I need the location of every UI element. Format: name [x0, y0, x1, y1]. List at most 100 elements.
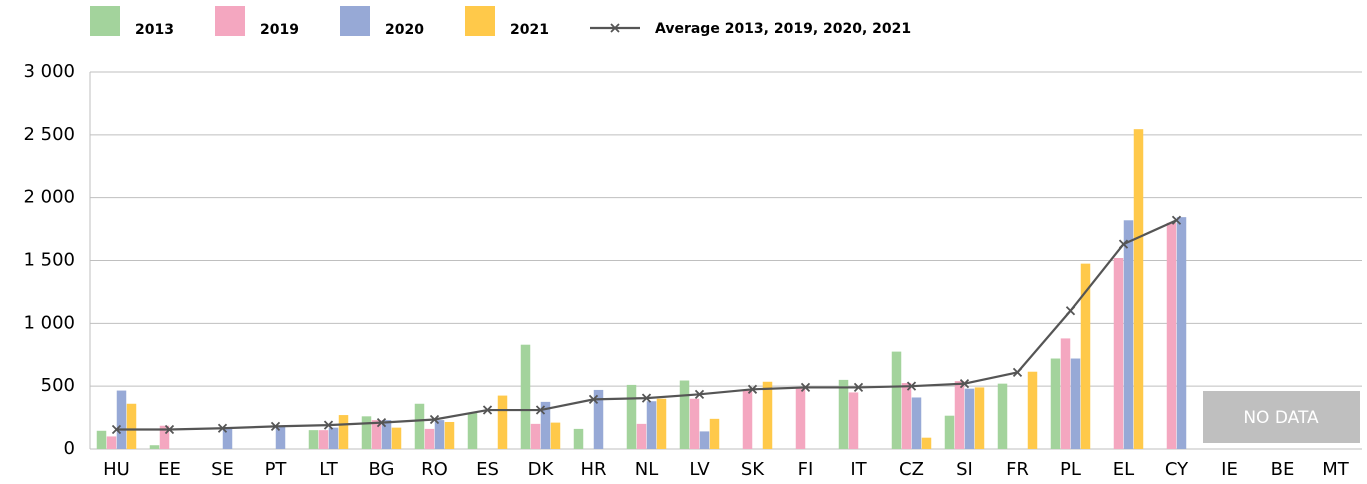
bar [974, 387, 985, 449]
bar [1050, 358, 1061, 449]
line-marker [959, 379, 970, 389]
line-marker [1065, 306, 1076, 316]
bar [550, 422, 561, 449]
x-tick-label: SE [211, 459, 234, 480]
y-tick-label: 2 000 [23, 187, 75, 208]
bar [593, 389, 604, 449]
bar [434, 420, 445, 449]
bar [573, 428, 584, 449]
bar [795, 387, 806, 449]
line-marker [535, 405, 546, 415]
bar [222, 427, 233, 449]
x-tick-label: LV [689, 459, 710, 480]
bar [964, 388, 975, 449]
legend-label: 2020 [385, 22, 424, 38]
legend-label: Average 2013, 2019, 2020, 2021 [655, 21, 911, 37]
bar [444, 421, 455, 449]
x-tick-label: HR [580, 459, 606, 480]
bar [944, 415, 955, 449]
bar [1176, 217, 1187, 449]
bar [838, 379, 849, 449]
bar [679, 380, 690, 449]
bar [116, 390, 127, 449]
y-tick-label: 3 000 [23, 61, 75, 82]
bar [954, 381, 965, 449]
bar [699, 431, 710, 449]
bar [424, 428, 435, 449]
line-marker [270, 421, 281, 432]
line-marker [694, 389, 705, 399]
x-tick-label: BE [1271, 459, 1295, 480]
bar [1070, 358, 1081, 449]
line-marker [1012, 367, 1023, 377]
line-marker [906, 381, 917, 391]
bar [530, 423, 541, 449]
line-marker [1118, 239, 1129, 249]
bar [520, 344, 531, 449]
x-tick-label: RO [421, 459, 448, 480]
bar [540, 401, 551, 449]
x-tick-label: EL [1113, 459, 1134, 480]
bar [848, 392, 859, 449]
line-marker [1171, 215, 1182, 225]
bar [1027, 371, 1038, 449]
legend-swatch [465, 6, 495, 36]
x-tick-label: IT [850, 459, 867, 480]
bar [391, 427, 402, 449]
bar [742, 389, 753, 449]
bar [328, 427, 339, 449]
bar [318, 430, 329, 449]
legend-label: 2021 [510, 22, 549, 38]
no-data-box [1203, 391, 1360, 443]
x-tick-label: FI [798, 459, 814, 480]
bar [921, 437, 932, 449]
y-tick-label: 1 000 [23, 312, 75, 333]
line-marker [482, 405, 493, 415]
x-tick-label: NL [635, 459, 659, 480]
annotation: NO DATA [1243, 408, 1319, 428]
bar [911, 397, 922, 449]
x-tick-label: PL [1060, 459, 1081, 480]
bar [709, 418, 720, 449]
x-tick-label: EE [158, 459, 181, 480]
bar [96, 430, 107, 449]
x-tick-label: BG [369, 459, 395, 480]
bar [1080, 263, 1091, 449]
legend-swatch [90, 6, 120, 36]
y-tick-label: 1 500 [23, 250, 75, 271]
bar [1113, 257, 1124, 449]
bar [626, 384, 637, 449]
line-marker [217, 423, 228, 433]
bar [656, 398, 667, 449]
bar [901, 383, 912, 449]
line-marker [376, 417, 387, 428]
line-marker [111, 424, 122, 435]
bar [1133, 129, 1144, 449]
bar [997, 383, 1008, 449]
x-tick-label: PT [265, 459, 288, 480]
bar [636, 423, 647, 449]
line-marker [853, 382, 864, 393]
bar [891, 351, 902, 449]
x-tick-label: HU [103, 459, 130, 480]
bar [106, 436, 117, 449]
legend-label: 2013 [135, 22, 174, 38]
bar [371, 420, 382, 449]
line-marker [323, 420, 334, 430]
bar [126, 403, 137, 449]
bar [497, 395, 508, 449]
legend-swatch [340, 6, 370, 36]
x-tick-label: SI [956, 459, 973, 480]
x-tick-label: FR [1006, 459, 1029, 480]
x-tick-label: CZ [899, 459, 924, 480]
y-tick-label: 2 500 [23, 124, 75, 145]
y-tick-label: 500 [41, 375, 75, 396]
bar [338, 415, 349, 449]
x-tick-label: CY [1165, 459, 1189, 480]
line-marker [800, 382, 811, 393]
legend-swatch [215, 6, 245, 36]
line-marker [747, 384, 758, 394]
x-tick-label: LT [319, 459, 339, 480]
bar [308, 430, 319, 449]
